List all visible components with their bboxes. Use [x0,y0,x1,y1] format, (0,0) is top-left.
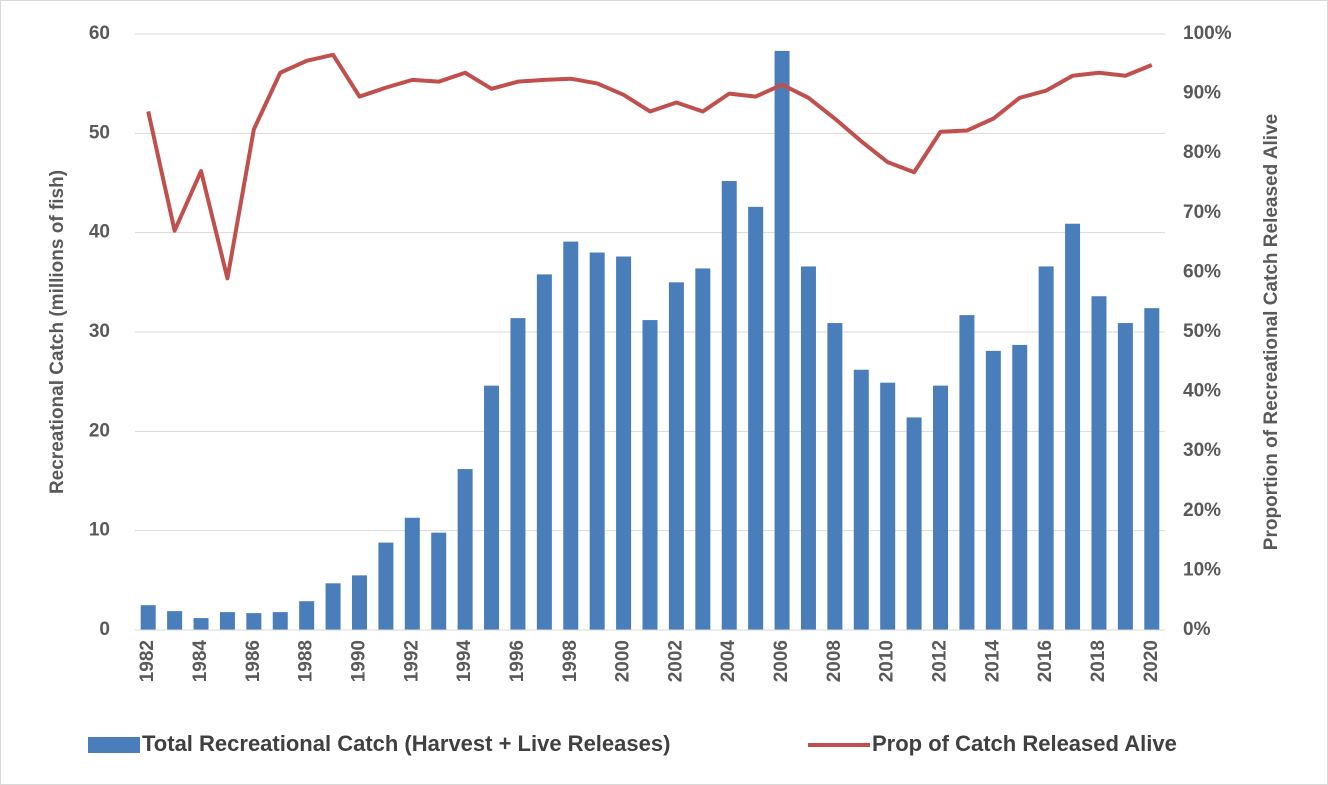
bar [1117,323,1133,630]
y-tick-label: 30 [89,321,110,342]
y-tick-label: 60 [89,23,110,44]
bar [484,385,500,630]
x-tick-label: 2004 [718,640,739,683]
x-tick-label: 2000 [613,640,634,682]
y2-axis-label: Proportion of Recreational Catch Release… [1261,114,1282,550]
bar [193,618,209,630]
bar [774,50,790,631]
x-tick-label: 2018 [1088,640,1109,682]
bar [299,601,315,630]
x-tick-label: 1982 [137,640,158,682]
x-tick-label: 1994 [454,640,475,683]
bar [457,469,473,630]
y2-tick-label: 20% [1183,500,1221,521]
bar [748,206,764,630]
legend-swatch [88,737,140,753]
bar [1065,223,1081,630]
y-tick-label: 20 [89,420,110,441]
y2-tick-label: 60% [1183,261,1221,282]
y2-tick-label: 0% [1183,619,1211,640]
bar [1038,266,1054,630]
bar [589,252,605,631]
y2-tick-label: 80% [1183,142,1221,163]
bar [1091,296,1107,630]
bar [272,612,288,630]
x-tick-label: 1996 [507,640,528,682]
bar [668,282,684,630]
bar [827,323,843,630]
y-axis-label: Recreational Catch (millions of fish) [47,170,68,494]
bar [431,532,447,630]
y2-tick-label: 50% [1183,321,1221,342]
bar [1012,344,1028,630]
bar [325,583,341,630]
bar [800,266,816,630]
bar [167,611,183,630]
bar [219,612,235,630]
x-tick-label: 2016 [1035,640,1056,682]
y2-tick-label: 100% [1183,23,1232,44]
bar [906,417,922,630]
y2-tick-label: 90% [1183,83,1221,104]
bar [959,315,975,630]
y2-tick-label: 40% [1183,381,1221,402]
y-tick-label: 0 [99,619,110,640]
x-tick-label: 1984 [190,640,211,683]
y2-tick-label: 10% [1183,559,1221,580]
x-tick-label: 2002 [665,640,686,682]
x-tick-label: 1998 [560,640,581,682]
y-tick-label: 40 [89,222,110,243]
bar [642,320,658,630]
x-tick-label: 1986 [243,640,264,682]
bar [933,385,949,630]
y2-tick-label: 30% [1183,440,1221,461]
x-tick-label: 2014 [982,640,1003,683]
bar [616,256,632,630]
bar [853,369,869,630]
bar [1144,308,1160,630]
bar [351,575,367,630]
bar [246,613,262,630]
x-tick-label: 1992 [401,640,422,682]
x-tick-label: 2006 [771,640,792,682]
x-tick-label: 2012 [930,640,951,682]
y-tick-label: 50 [89,122,110,143]
x-tick-label: 2008 [824,640,845,682]
line [146,52,1153,281]
x-tick-label: 1988 [296,640,317,682]
x-tick-label: 2020 [1141,640,1162,682]
bar [563,241,579,630]
x-tick-label: 1990 [349,640,370,682]
x-tick-label: 2010 [877,640,898,682]
bar [721,181,737,630]
bar [985,350,1001,630]
bar [536,274,552,630]
legend-label: Total Recreational Catch (Harvest + Live… [142,731,670,756]
bar [404,517,420,630]
bar [140,605,156,630]
bar [880,382,896,630]
y2-tick-label: 70% [1183,202,1221,223]
bar [510,318,526,630]
bar [378,542,394,630]
bar [695,268,711,630]
legend-label: Prop of Catch Released Alive [872,731,1177,756]
y-tick-label: 10 [89,520,110,541]
